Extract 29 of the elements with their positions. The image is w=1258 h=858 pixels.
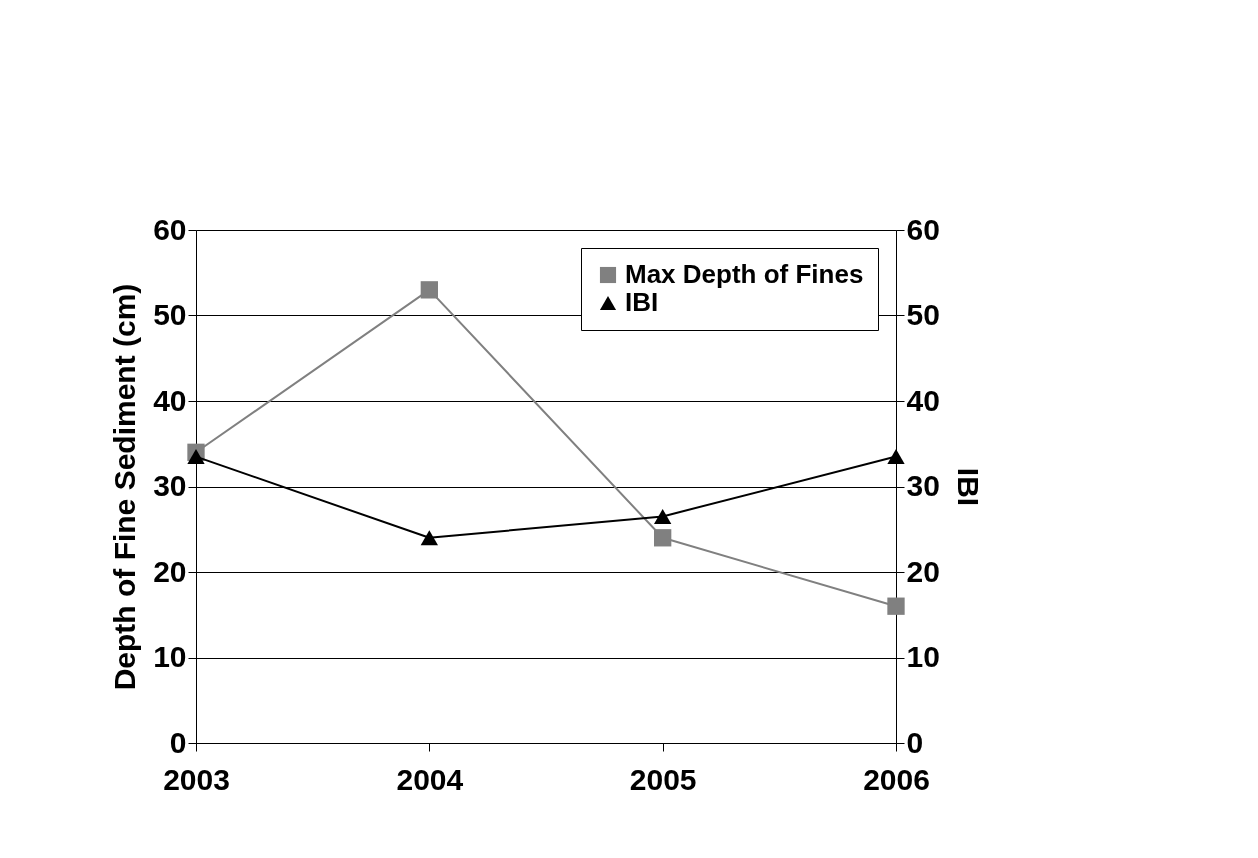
y-tick-label: 30	[153, 469, 187, 502]
y2-tick-label: 10	[906, 640, 940, 673]
point	[420, 281, 438, 299]
point	[887, 597, 905, 615]
x-tick-label: 2005	[629, 762, 697, 796]
legend-label: IBI	[625, 287, 659, 317]
y2-tick-label: 50	[906, 298, 940, 331]
y-tick-label: 20	[153, 554, 187, 588]
point	[887, 449, 905, 465]
y2-tick-label: 30	[906, 469, 940, 502]
y-tick-label: 40	[153, 383, 187, 417]
y2-tick-label: 20	[906, 554, 940, 588]
y2-tick-label: 40	[906, 383, 940, 417]
y-tick-label: 0	[169, 725, 187, 759]
y-tick-label: 10	[153, 640, 187, 673]
x-tick-label: 2006	[863, 762, 930, 796]
y2-tick-label: 0	[906, 725, 924, 759]
point	[654, 529, 672, 547]
point	[654, 508, 672, 524]
y-tick-label: 60	[153, 212, 187, 246]
y-tick-label: 50	[153, 298, 187, 331]
point	[420, 530, 438, 546]
legend-label: Max Depth of Fines	[625, 259, 864, 289]
x-tick-label: 2004	[396, 762, 464, 796]
y-axis-title: Depth of Fine Sediment (cm)	[108, 283, 142, 691]
y2-axis-title: IBI	[951, 467, 985, 507]
y2-tick-label: 60	[906, 212, 940, 246]
x-tick-label: 2003	[163, 762, 230, 796]
point	[187, 449, 205, 465]
